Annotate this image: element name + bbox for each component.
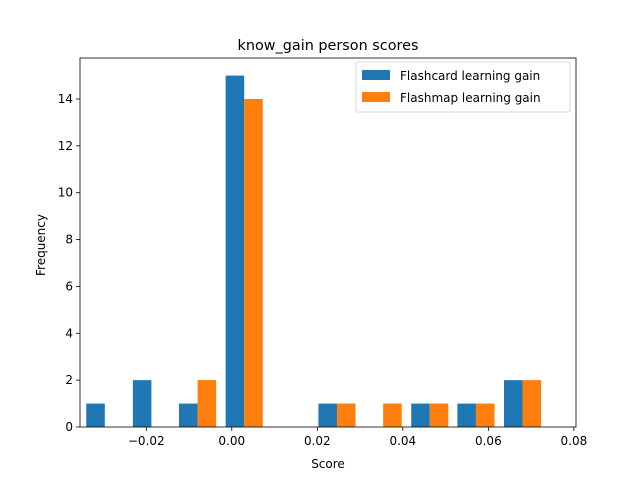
bar-flashcard-bin-1 <box>132 380 152 427</box>
x-tick-label: 0.02 <box>304 434 331 448</box>
x-tick-label: 0.00 <box>218 434 245 448</box>
bar-flashmap-bin-8 <box>475 403 495 427</box>
bar-flashcard-bin-5 <box>318 403 337 427</box>
x-tick-label: −0.02 <box>128 434 165 448</box>
bars-group <box>86 75 542 427</box>
y-tick-label: 2 <box>65 373 73 387</box>
y-tick-label: 8 <box>65 233 73 247</box>
y-tick-label: 4 <box>65 326 73 340</box>
axes-frame <box>79 57 577 428</box>
bar-flashcard-bin-0 <box>86 403 105 427</box>
y-tick-label: 12 <box>58 139 73 153</box>
y-tick-label: 6 <box>65 279 73 293</box>
bar-flashcard-bin-7 <box>411 403 430 427</box>
legend-label-flashmap: Flashmap learning gain <box>400 91 541 105</box>
y-axis-ticks: 0 2 4 6 8 10 12 14 <box>58 92 80 434</box>
bar-flashmap-bin-5 <box>336 403 356 427</box>
bar-flashmap-bin-6 <box>383 403 402 427</box>
y-tick-label: 0 <box>65 420 73 434</box>
bar-flashmap-bin-7 <box>429 403 449 427</box>
legend-box <box>355 61 571 113</box>
chart-title: know_gain person scores <box>238 38 419 54</box>
bar-flashmap-bin-9 <box>522 380 542 427</box>
bar-flashcard-bin-3 <box>225 75 245 427</box>
y-axis-label: Frequency <box>34 214 48 276</box>
legend: Flashcard learning gain Flashmap learnin… <box>355 61 571 113</box>
bar-flashmap-bin-2 <box>197 380 217 427</box>
bar-flashcard-bin-8 <box>457 403 476 427</box>
y-tick-label: 10 <box>58 186 73 200</box>
bar-flashcard-bin-2 <box>179 403 198 427</box>
x-tick-label: 0.04 <box>389 434 416 448</box>
legend-label-flashcard: Flashcard learning gain <box>400 69 540 83</box>
legend-swatch-flashcard <box>362 70 390 80</box>
x-axis-label: Score <box>311 457 345 471</box>
bar-flashmap-bin-3 <box>244 99 263 427</box>
x-tick-label: 0.08 <box>561 434 588 448</box>
x-axis-ticks: −0.02 0.00 0.02 0.04 0.06 0.08 <box>128 427 587 448</box>
x-tick-label: 0.06 <box>475 434 502 448</box>
bar-flashcard-bin-9 <box>503 380 523 427</box>
legend-swatch-flashmap <box>362 92 390 102</box>
y-tick-label: 14 <box>58 92 73 106</box>
